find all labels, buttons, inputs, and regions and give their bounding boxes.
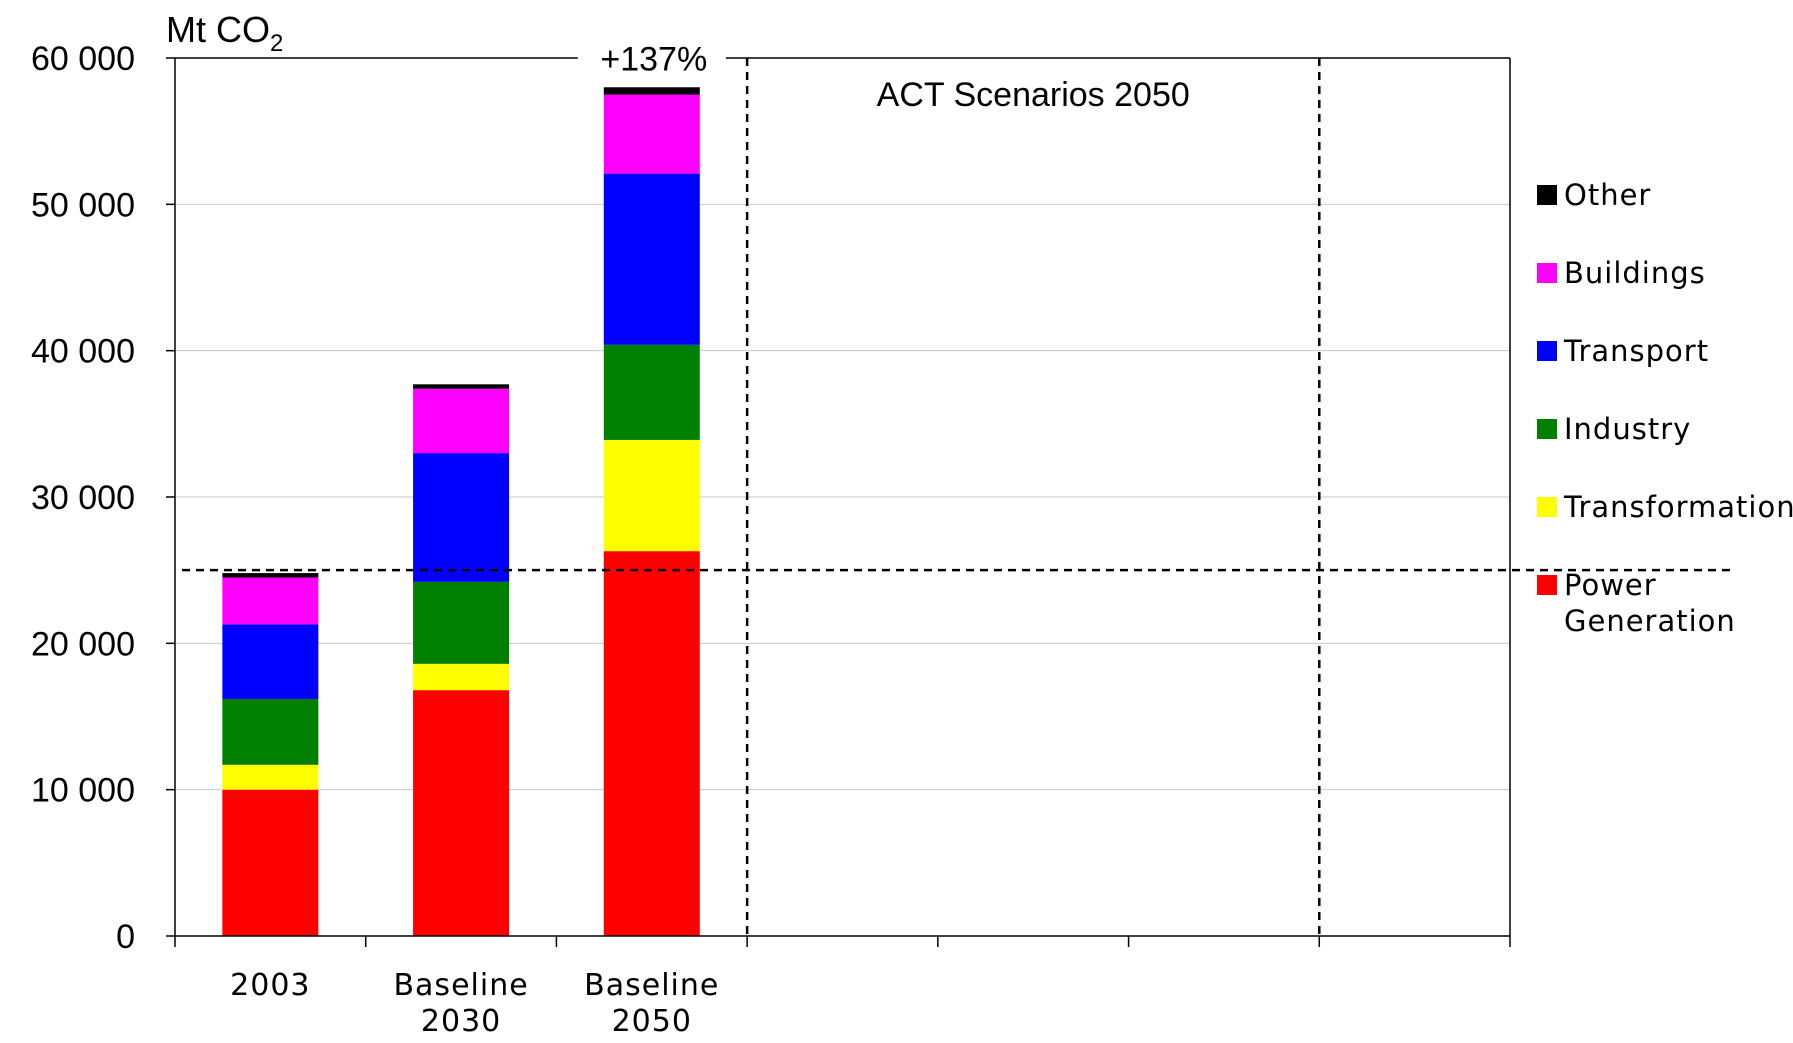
legend-label: Power	[1564, 568, 1657, 602]
bar-segment	[413, 453, 510, 582]
bar-segment	[222, 698, 319, 765]
legend-label: Industry	[1564, 412, 1691, 446]
bar-segment	[413, 581, 510, 664]
y-unit-label: Mt CO2	[166, 9, 283, 57]
bar-annotation: +137%	[600, 40, 707, 78]
bar-segment	[413, 384, 510, 389]
legend-swatch	[1537, 341, 1557, 361]
x-category-label: 2050	[612, 1004, 692, 1039]
x-category-label: Baseline	[393, 968, 528, 1003]
y-tick-label: 0	[116, 918, 135, 956]
legend-swatch	[1537, 263, 1557, 283]
legend-swatch	[1537, 185, 1557, 205]
legend: Other Buildings Transport Industry Transform…	[1537, 178, 1793, 638]
y-tick-label: 10 000	[31, 772, 135, 810]
legend-label: Transformation	[1563, 490, 1793, 524]
bar-segment	[413, 690, 510, 936]
region-label: ACT Scenarios 2050	[877, 76, 1190, 114]
bar-segment	[222, 573, 319, 578]
bar-segment	[603, 439, 700, 552]
bar-segment	[603, 173, 700, 345]
legend-swatch	[1537, 497, 1557, 517]
legend-label: Other	[1564, 178, 1651, 212]
bar-segment	[603, 87, 700, 95]
y-tick-label: 20 000	[31, 625, 135, 663]
gridlines	[175, 203, 1510, 791]
bar-segment	[603, 94, 700, 174]
x-category-label: Baseline	[584, 968, 719, 1003]
y-tick-label: 50 000	[31, 186, 135, 224]
legend-swatch	[1537, 575, 1557, 595]
bars	[222, 87, 700, 936]
reference-lines	[182, 58, 1735, 936]
legend-label: Generation	[1564, 604, 1736, 638]
annotation-backdrop	[577, 39, 726, 80]
legend-swatch	[1537, 419, 1557, 439]
bar-segment	[222, 789, 319, 936]
bar-segment	[413, 663, 510, 691]
bar-segment	[413, 388, 510, 454]
x-category-label: 2030	[421, 1004, 501, 1039]
bar-segment	[603, 344, 700, 440]
bar-segment	[222, 624, 319, 699]
axes: 0 10 000 20 000 30 000 40 000 50 000 60 000	[31, 40, 1511, 956]
bar-segment	[603, 551, 700, 936]
y-unit-subscript: 2	[270, 30, 283, 57]
y-tick-label: 40 000	[31, 333, 135, 371]
legend-label: Buildings	[1564, 256, 1706, 290]
y-tick-label: 30 000	[31, 479, 135, 517]
legend-label: Transport	[1563, 334, 1709, 368]
x-category-label: 2003	[230, 968, 310, 1003]
bar-segment	[222, 577, 319, 625]
y-tick-label: 60 000	[31, 40, 135, 78]
bar-segment	[222, 764, 319, 790]
